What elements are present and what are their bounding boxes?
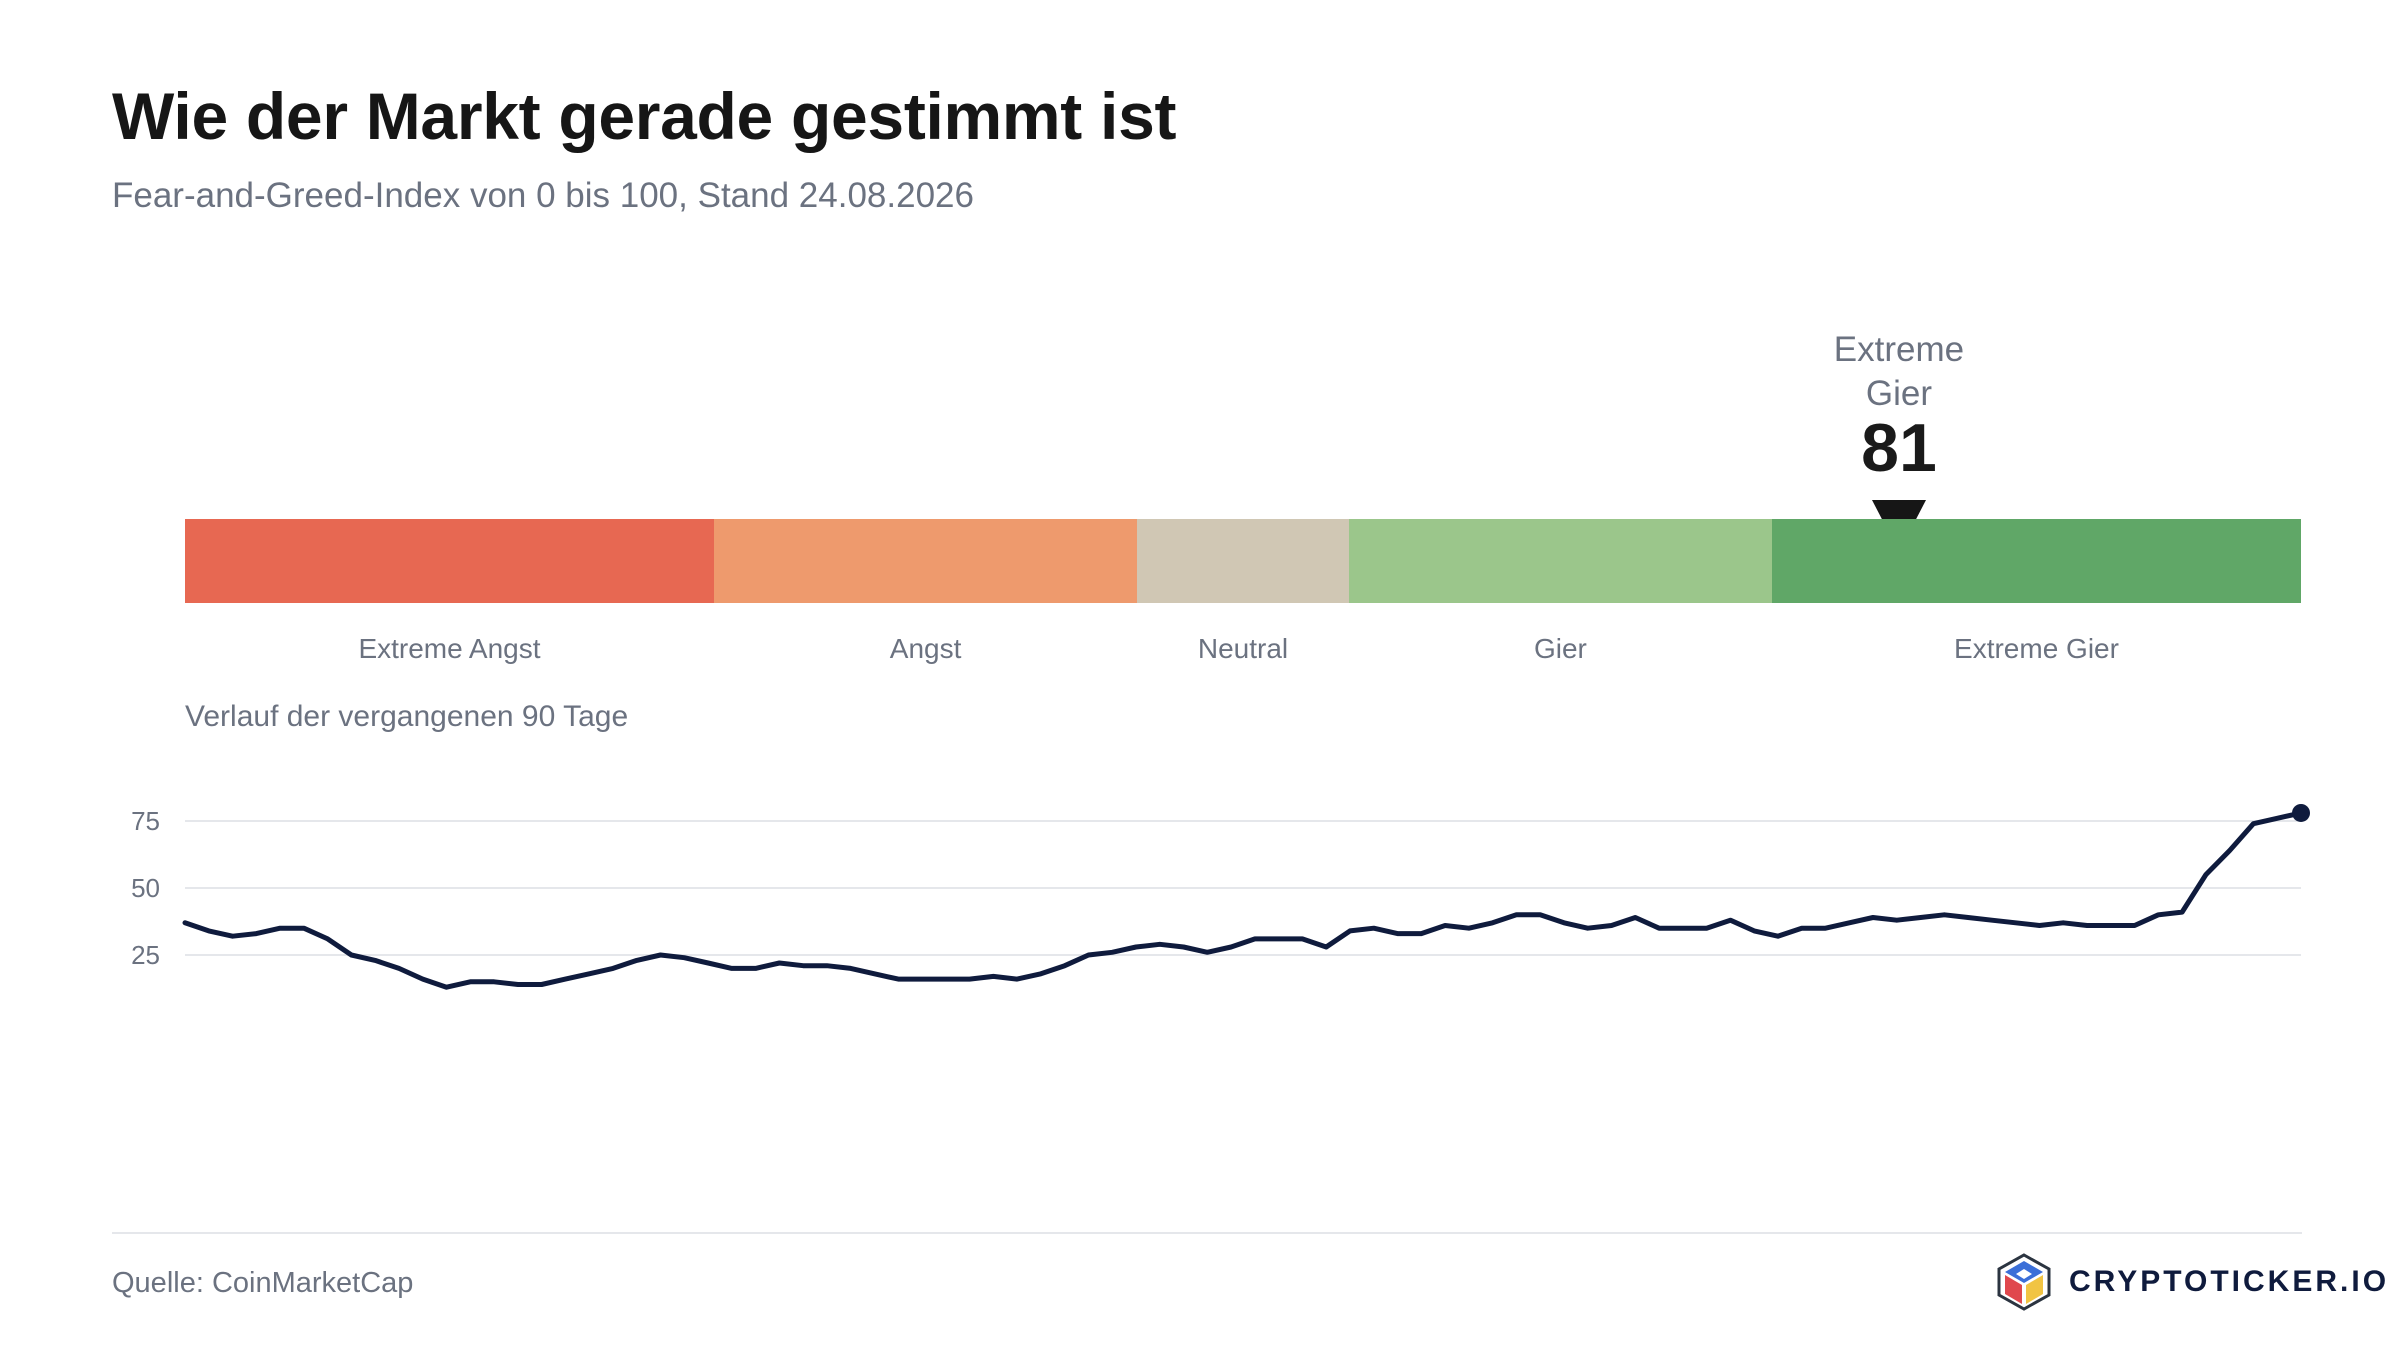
history-series-line bbox=[182, 810, 2304, 990]
scale-segment-label: Angst bbox=[889, 633, 962, 664]
current-sentiment-label: Extreme Gier bbox=[1833, 330, 1965, 413]
brand-logo[interactable]: CRYPTOTICKER.IO bbox=[1993, 1251, 2389, 1313]
cube-logo-icon bbox=[1997, 1253, 2051, 1311]
sentiment-scale-labels: Extreme Angst Angst Neutral Gier Extreme Gie… bbox=[185, 633, 2301, 673]
scale-segment-label: Extreme Angst bbox=[358, 633, 541, 664]
y-tick-label: 25 bbox=[131, 940, 160, 970]
source-note: Quelle: CoinMarketCap bbox=[112, 1267, 414, 1299]
footer-divider bbox=[112, 1232, 2302, 1234]
scale-segment-label: Neutral bbox=[1197, 633, 1289, 664]
scale-segment bbox=[1137, 519, 1349, 603]
y-tick-label: 75 bbox=[131, 806, 160, 836]
y-tick-label: 50 bbox=[131, 873, 160, 903]
history-chart-title: Verlauf der vergangenen 90 Tage bbox=[185, 700, 629, 733]
scale-segment bbox=[1771, 519, 2301, 603]
scale-segment bbox=[1348, 519, 1772, 603]
scale-segment-label: Gier bbox=[1533, 633, 1587, 664]
current-value-marker: Extreme Gier 81 bbox=[1799, 328, 1999, 552]
current-index-value: 81 bbox=[1861, 410, 1937, 486]
chart-subtitle: Fear-and-Greed-Index von 0 bis 100, Stan… bbox=[112, 176, 974, 215]
history-line-chart: 25 50 75 bbox=[131, 803, 2310, 990]
sentiment-scale-bar bbox=[185, 519, 2301, 603]
scale-segment bbox=[714, 519, 1138, 603]
scale-segment bbox=[185, 519, 714, 603]
scale-segment-label: Extreme Gier bbox=[1954, 633, 2119, 664]
latest-value-point bbox=[2292, 803, 2310, 822]
chart-title: Wie der Markt gerade gestimmt ist bbox=[112, 79, 1177, 153]
brand-name: CRYPTOTICKER.IO bbox=[2069, 1265, 2390, 1298]
